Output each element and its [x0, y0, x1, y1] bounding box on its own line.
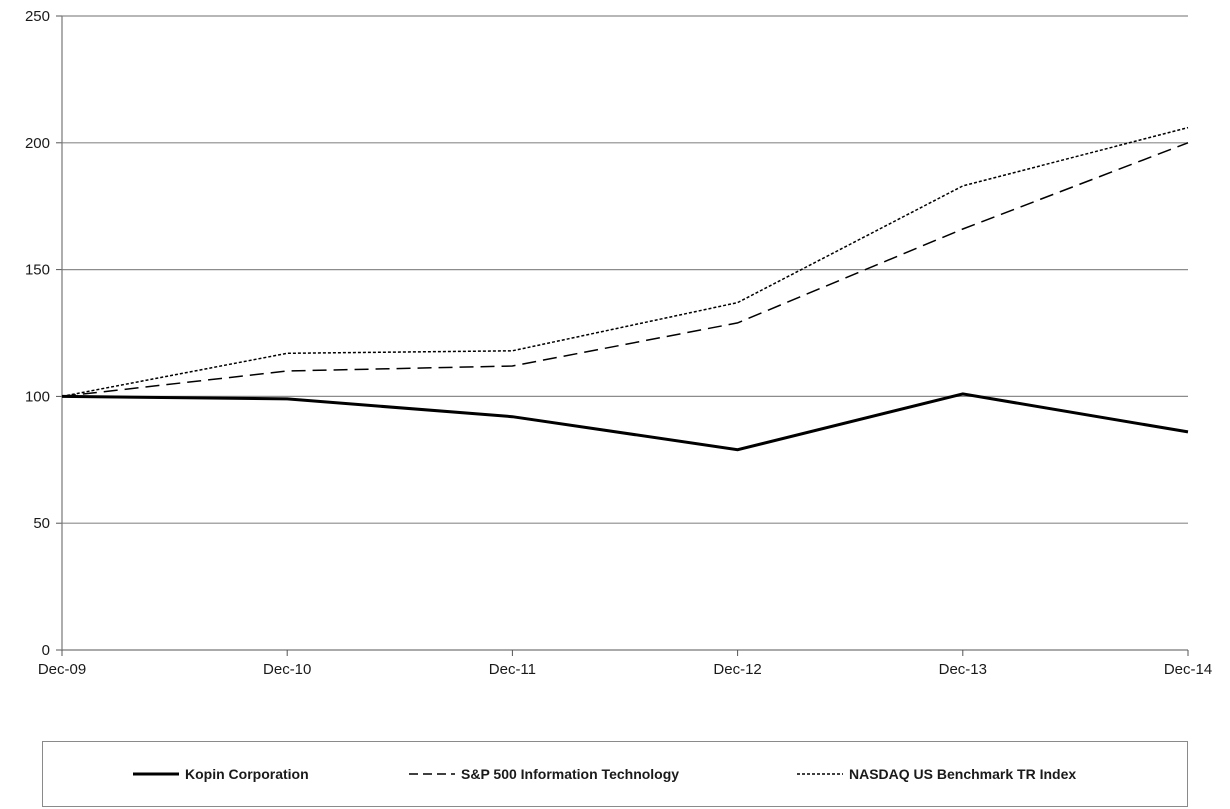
legend-swatch-solid: [133, 772, 179, 776]
legend: Kopin Corporation S&P 500 Information Te…: [42, 741, 1188, 807]
series-line-2: [61, 126, 1189, 398]
y-tick-label: 250: [25, 8, 50, 25]
y-tick-label: 100: [25, 388, 50, 405]
legend-swatch-dotted: [797, 773, 843, 775]
legend-item-kopin: Kopin Corporation: [131, 764, 309, 784]
legend-label: NASDAQ US Benchmark TR Index: [849, 766, 1077, 782]
y-tick-label: 200: [25, 135, 50, 152]
legend-item-nasdaq: NASDAQ US Benchmark TR Index: [795, 764, 1076, 784]
x-tick-label: Dec-09: [38, 661, 86, 678]
x-tick-label: Dec-10: [263, 661, 311, 678]
legend-swatch-dashed: [409, 773, 455, 775]
axes: [56, 15, 1189, 656]
x-tick-label: Dec-13: [939, 661, 987, 678]
gridlines: [62, 15, 1188, 524]
legend-label: S&P 500 Information Technology: [461, 766, 680, 782]
tick-labels: 0 50 100 150 200 250 Dec-09 Dec-10 Dec-11 Dec-12 D…: [25, 8, 1212, 678]
x-tick-label: Dec-14: [1164, 661, 1212, 678]
series-line-0: [61, 392, 1189, 452]
plot-area: 0 50 100 150 200 250 Dec-09 Dec-10 Dec-11 Dec-12 D…: [25, 8, 1212, 678]
series-lines: [61, 126, 1189, 452]
legend-label: Kopin Corporation: [185, 766, 309, 782]
y-tick-label: 0: [42, 642, 50, 659]
x-tick-label: Dec-11: [489, 661, 536, 678]
x-tick-label: Dec-12: [713, 661, 761, 678]
y-tick-label: 50: [33, 515, 50, 532]
y-tick-label: 150: [25, 262, 50, 279]
legend-item-sp500-it: S&P 500 Information Technology: [407, 764, 679, 784]
